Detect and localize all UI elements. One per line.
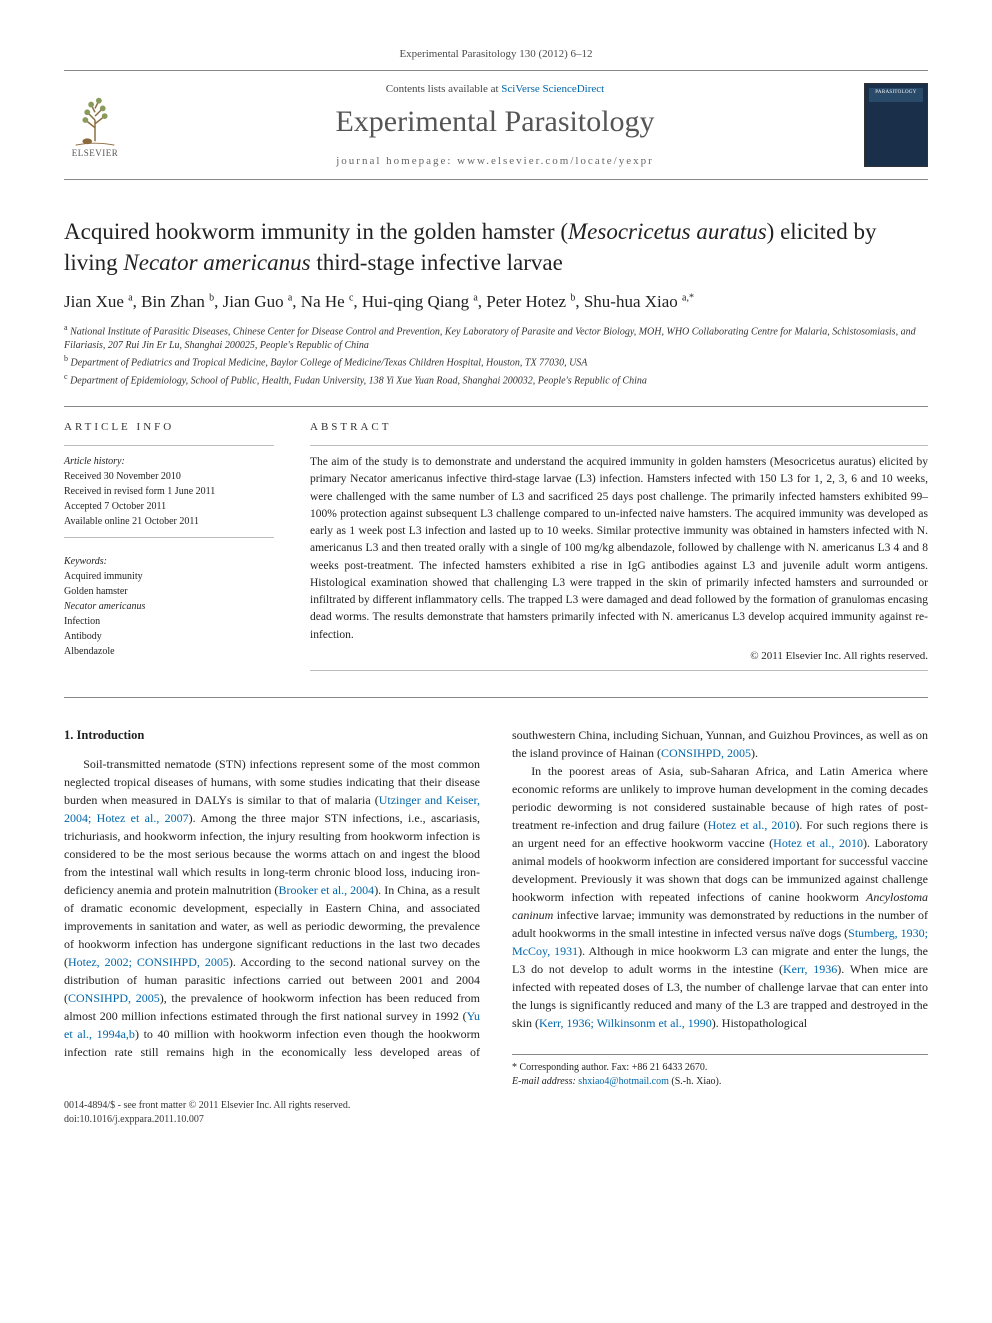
article-history: Article history: Received 30 November 20… <box>64 454 274 529</box>
affiliations: a National Institute of Parasitic Diseas… <box>64 322 928 388</box>
sciencedirect-link[interactable]: SciVerse ScienceDirect <box>501 83 604 95</box>
keywords-label: Keywords: <box>64 556 107 567</box>
divider <box>310 445 928 446</box>
authors: Jian Xue a, Bin Zhan b, Jian Guo a, Na H… <box>64 292 928 312</box>
cover-thumb-text: PARASITOLOGY <box>865 90 927 95</box>
body-paragraph: In the poorest areas of Asia, sub-Sahara… <box>512 762 928 1032</box>
corresponding-author-line: * Corresponding author. Fax: +86 21 6433… <box>512 1061 928 1075</box>
body-text: 1. Introduction Soil-transmitted nematod… <box>64 726 928 1089</box>
issn-line: 0014-4894/$ - see front matter © 2011 El… <box>64 1099 928 1113</box>
divider <box>64 406 928 407</box>
keyword: Antibody <box>64 631 102 642</box>
abstract-label: ABSTRACT <box>310 421 928 433</box>
history-accepted: Accepted 7 October 2011 <box>64 501 166 512</box>
divider <box>64 445 274 446</box>
doi-line: doi:10.1016/j.exppara.2011.10.007 <box>64 1113 928 1127</box>
keyword: Albendazole <box>64 646 115 657</box>
journal-reference: Experimental Parasitology 130 (2012) 6–1… <box>64 48 928 60</box>
divider <box>64 537 274 538</box>
homepage-line: journal homepage: www.elsevier.com/locat… <box>126 155 864 167</box>
elsevier-tree-icon <box>66 92 124 148</box>
keyword: Acquired immunity <box>64 571 143 582</box>
contents-line: Contents lists available at SciVerse Sci… <box>126 83 864 95</box>
homepage-prefix: journal homepage: <box>336 155 457 167</box>
affiliation-a: a National Institute of Parasitic Diseas… <box>64 322 928 353</box>
divider <box>310 670 928 671</box>
affiliation-c: c Department of Epidemiology, School of … <box>64 371 928 388</box>
history-label: Article history: <box>64 456 125 467</box>
journal-cover-thumbnail: PARASITOLOGY <box>864 83 928 167</box>
keyword: Necator americanus <box>64 601 145 612</box>
section-heading-intro: 1. Introduction <box>64 726 480 745</box>
publisher-logo-text: ELSEVIER <box>72 148 119 158</box>
abstract-text: The aim of the study is to demonstrate a… <box>310 454 928 644</box>
article-title: Acquired hookworm immunity in the golden… <box>64 216 928 278</box>
keyword: Infection <box>64 616 100 627</box>
history-received: Received 30 November 2010 <box>64 471 181 482</box>
history-revised: Received in revised form 1 June 2011 <box>64 486 215 497</box>
corresponding-email-link[interactable]: shxiao4@hotmail.com <box>578 1076 669 1087</box>
affiliation-b: b Department of Pediatrics and Tropical … <box>64 353 928 370</box>
email-label: E-mail address: <box>512 1076 576 1087</box>
article-info-label: ARTICLE INFO <box>64 421 274 433</box>
divider <box>64 697 928 698</box>
keyword: Golden hamster <box>64 586 128 597</box>
keywords-block: Keywords: Acquired immunity Golden hamst… <box>64 554 274 659</box>
abstract-copyright: © 2011 Elsevier Inc. All rights reserved… <box>310 650 928 662</box>
homepage-url[interactable]: www.elsevier.com/locate/yexpr <box>457 155 654 167</box>
history-online: Available online 21 October 2011 <box>64 516 199 527</box>
email-suffix: (S.-h. Xiao). <box>669 1076 722 1087</box>
contents-prefix: Contents lists available at <box>386 83 501 95</box>
corresponding-author-footer: * Corresponding author. Fax: +86 21 6433… <box>512 1054 928 1089</box>
publisher-logo: ELSEVIER <box>64 90 126 160</box>
doi-footer: 0014-4894/$ - see front matter © 2011 El… <box>64 1099 928 1127</box>
journal-name: Experimental Parasitology <box>126 105 864 139</box>
journal-header: ELSEVIER Contents lists available at Sci… <box>64 70 928 180</box>
